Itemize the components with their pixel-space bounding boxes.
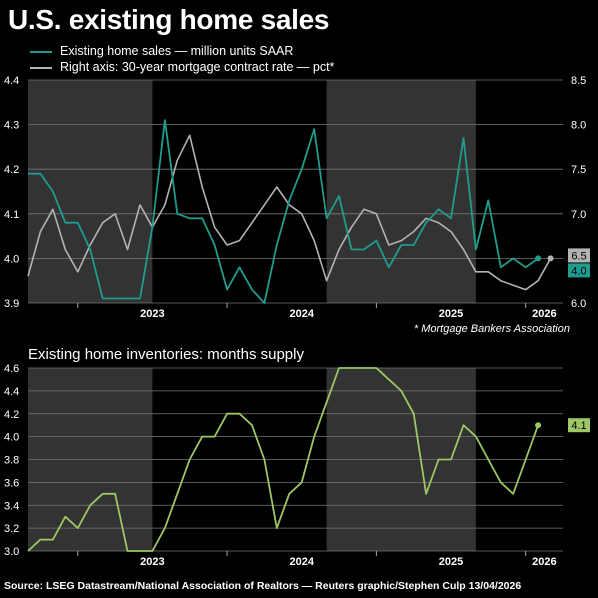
sales-line-end-marker	[535, 255, 542, 262]
inventory-line-end-marker	[535, 422, 542, 429]
sales-chart-y-tick-4.2: 4.2	[4, 164, 19, 176]
sales-chart-x-tick-2023: 2023	[140, 308, 164, 320]
sales-chart-x-tick-2024: 2024	[289, 308, 314, 320]
inventory-chart-y-tick-3.2: 3.2	[4, 523, 19, 535]
inventory-chart-y-tick-3.6: 3.6	[4, 477, 19, 489]
sales-chart-y-tick-4.0: 4.0	[4, 253, 19, 265]
sales-chart-y-tick-4.3: 4.3	[4, 120, 19, 132]
inventory-chart-x-tick-2025: 2025	[439, 556, 463, 568]
legend-sales-label: Existing home sales — million units SAAR	[60, 44, 294, 58]
inventory-end-label-box	[568, 418, 590, 433]
rate-end-label-box	[568, 248, 590, 263]
legend-rate-swatch	[30, 66, 52, 69]
legend-sales: Existing home sales — million units SAAR	[30, 44, 293, 58]
rate-end-label: 6.5	[571, 250, 586, 262]
sales-chart-right-y-tick-7.0: 7.0	[571, 209, 586, 221]
sales-chart-y-tick-3.9: 3.9	[4, 298, 19, 310]
legend-rate-label: Right axis: 30-year mortgage contract ra…	[60, 60, 335, 74]
sales-chart-shaded-period-1	[28, 80, 153, 303]
source-line: Source: LSEG Datastream/National Associa…	[4, 580, 522, 592]
mortgage-rate-line-end-marker	[547, 255, 554, 262]
inventory-chart-x-tick-2026: 2026	[532, 556, 556, 568]
sales-line	[28, 119, 539, 304]
inventory-chart-y-tick-4.2: 4.2	[4, 409, 19, 421]
sales-chart-shaded-period-2	[326, 80, 476, 303]
sales-chart-right-y-tick-6.0: 6.0	[571, 298, 586, 310]
footnote: * Mortgage Bankers Association	[413, 323, 570, 335]
sales-chart-right-y-tick-8.0: 8.0	[571, 120, 586, 132]
inventory-line	[27, 367, 539, 552]
sales-chart-y-tick-4.4: 4.4	[4, 75, 19, 87]
chart-title: U.S. existing home sales	[8, 4, 330, 35]
inventory-chart-x-tick-2023: 2023	[140, 556, 164, 568]
sales-chart-x-tick-2025: 2025	[439, 308, 463, 320]
sales-chart-right-y-tick-8.5: 8.5	[571, 75, 586, 87]
sales-chart-right-y-tick-7.5: 7.5	[571, 164, 586, 176]
inventory-chart-y-tick-4.0: 4.0	[4, 432, 19, 444]
inventory-chart-x-tick-2024: 2024	[289, 556, 314, 568]
inventory-chart-y-tick-3.8: 3.8	[4, 455, 19, 467]
inventory-chart-y-tick-3.4: 3.4	[4, 500, 19, 512]
sales-chart-x-tick-2026: 2026	[532, 308, 556, 320]
sales-end-label-box	[568, 263, 590, 278]
legend-rate: Right axis: 30-year mortgage contract ra…	[30, 60, 334, 74]
sales-chart-y-tick-4.1: 4.1	[4, 209, 19, 221]
inventory-chart-title: Existing home inventories: months supply	[28, 346, 304, 363]
sales-end-label: 4.0	[571, 265, 586, 277]
legend-sales-swatch	[30, 50, 52, 53]
inventory-end-label: 4.1	[571, 420, 586, 432]
inventory-chart-y-tick-4.4: 4.4	[4, 386, 19, 398]
inventory-chart-y-tick-3.0: 3.0	[4, 546, 19, 558]
inventory-chart-y-tick-4.6: 4.6	[4, 363, 19, 375]
